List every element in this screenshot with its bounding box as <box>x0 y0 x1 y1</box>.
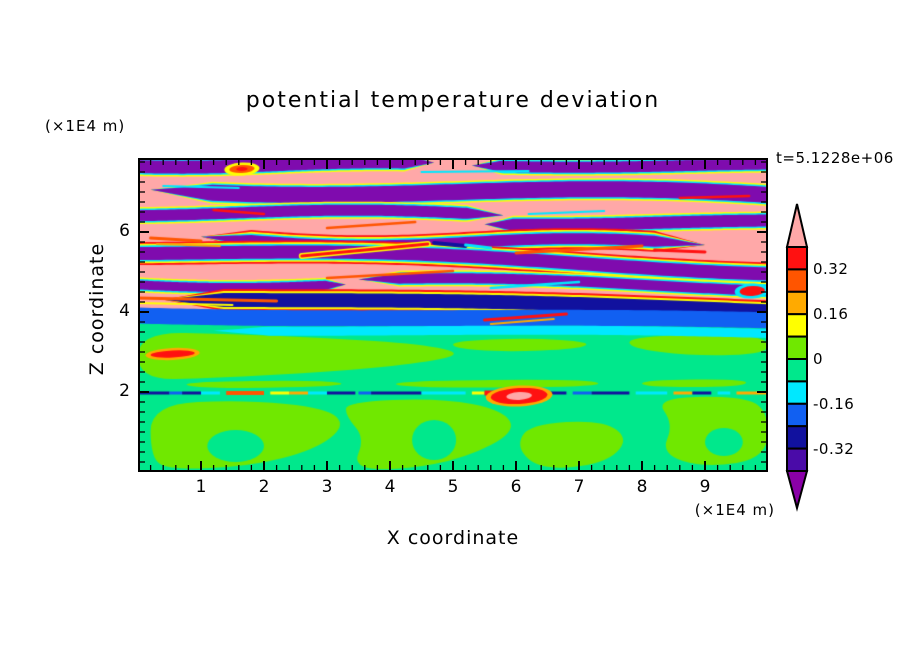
x-tick-label: 9 <box>699 477 711 497</box>
y-tick-label: 2 <box>119 381 130 401</box>
x-axis-unit-label: (×1E4 m) <box>694 501 775 519</box>
y-axis-unit-label: (×1E4 m) <box>45 117 126 135</box>
x-tick-label: 1 <box>195 477 207 497</box>
colorbar-tick-label: 0 <box>813 350 824 368</box>
x-tick-label: 6 <box>510 477 522 497</box>
x-axis-title: X coordinate <box>386 527 520 549</box>
x-tick-label: 4 <box>384 477 396 497</box>
timestamp-annotation: t=5.1228e+06 <box>776 149 894 167</box>
contour-field-canvas <box>138 158 768 472</box>
colorbar-tick-label: 0.32 <box>813 260 849 279</box>
colorbar <box>785 203 809 512</box>
colorbar-tick-label: -0.16 <box>813 394 855 413</box>
colorbar-tick-label: 0.16 <box>813 305 849 324</box>
x-tick-label: 7 <box>573 477 585 497</box>
y-tick-label: 6 <box>119 221 130 241</box>
x-tick-label: 3 <box>321 477 333 497</box>
x-tick-label: 8 <box>636 477 648 497</box>
plot-title: potential temperature deviation <box>245 88 661 113</box>
y-tick-label: 4 <box>119 301 130 321</box>
x-tick-label: 5 <box>447 477 459 497</box>
colorbar-tick-label: -0.32 <box>813 439 855 458</box>
x-tick-label: 2 <box>258 477 270 497</box>
